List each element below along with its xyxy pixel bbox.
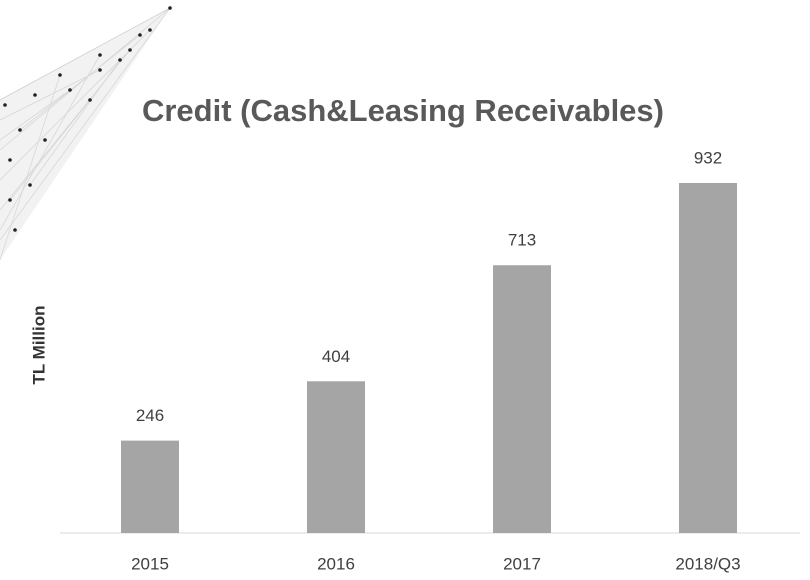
y-axis-label: TL Million [29, 305, 48, 384]
network-decoration [0, 6, 172, 260]
chart: Credit (Cash&Leasing Receivables) TL Mil… [0, 0, 810, 580]
chart-title: Credit (Cash&Leasing Receivables) [142, 93, 664, 128]
bar [679, 183, 737, 533]
bar [493, 265, 551, 533]
x-tick-label: 2018/Q3 [675, 554, 740, 573]
x-tick-label: 2015 [131, 554, 169, 573]
bar [121, 441, 179, 533]
bar [307, 381, 365, 533]
data-label: 404 [322, 347, 350, 366]
data-label: 713 [508, 231, 536, 250]
x-tick-label: 2016 [317, 554, 355, 573]
x-tick-label: 2017 [503, 554, 541, 573]
data-label: 246 [136, 406, 164, 425]
data-label: 932 [694, 148, 722, 167]
